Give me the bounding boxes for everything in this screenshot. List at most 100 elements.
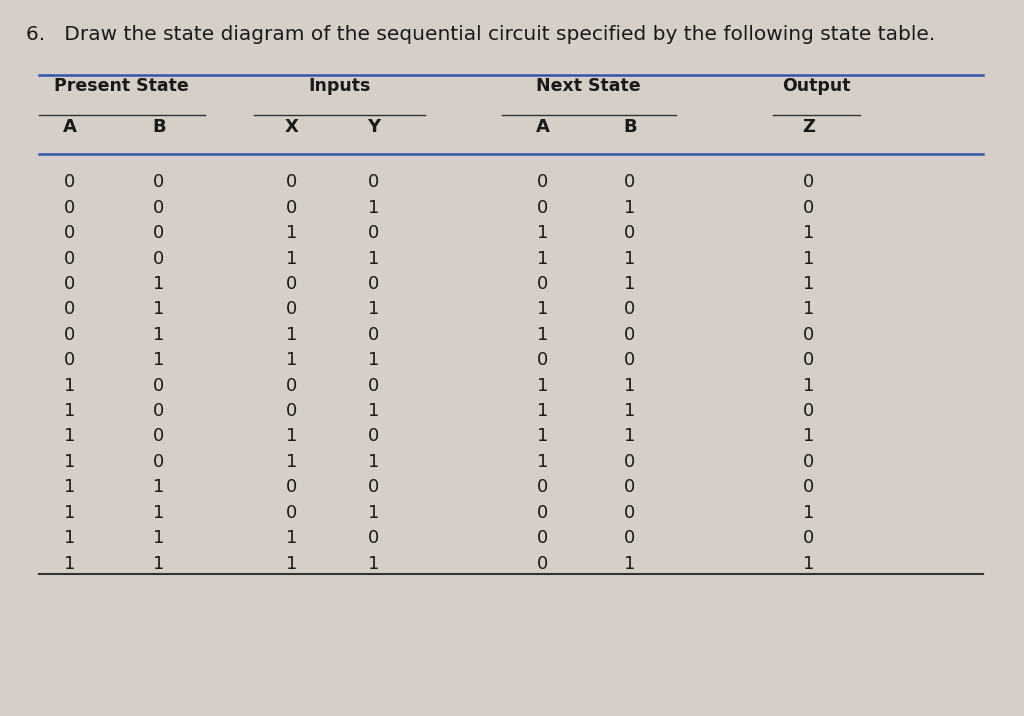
Text: 1: 1 xyxy=(368,504,380,522)
Text: 0: 0 xyxy=(65,173,75,191)
Text: 1: 1 xyxy=(286,453,298,471)
Text: 6.   Draw the state diagram of the sequential circuit specified by the following: 6. Draw the state diagram of the sequent… xyxy=(26,25,935,44)
Text: 1: 1 xyxy=(153,326,165,344)
Text: 1: 1 xyxy=(286,326,298,344)
Text: 0: 0 xyxy=(538,351,548,369)
Text: A: A xyxy=(536,118,550,136)
Text: 0: 0 xyxy=(625,529,635,547)
Text: 0: 0 xyxy=(804,173,814,191)
Text: 0: 0 xyxy=(625,224,635,242)
Text: Y: Y xyxy=(368,118,380,136)
Text: 1: 1 xyxy=(537,224,549,242)
Text: 0: 0 xyxy=(369,427,379,445)
Text: 1: 1 xyxy=(153,351,165,369)
Text: 0: 0 xyxy=(804,529,814,547)
Text: 1: 1 xyxy=(537,377,549,395)
Text: Output: Output xyxy=(782,77,851,95)
Text: 0: 0 xyxy=(369,173,379,191)
Text: 1: 1 xyxy=(63,453,76,471)
Text: Inputs: Inputs xyxy=(308,77,371,95)
Text: 1: 1 xyxy=(803,301,815,319)
Text: 0: 0 xyxy=(538,504,548,522)
Text: 0: 0 xyxy=(369,326,379,344)
Text: 0: 0 xyxy=(287,504,297,522)
Text: Z: Z xyxy=(803,118,815,136)
Text: 1: 1 xyxy=(803,224,815,242)
Text: 1: 1 xyxy=(63,504,76,522)
Text: 0: 0 xyxy=(625,326,635,344)
Text: 0: 0 xyxy=(287,198,297,217)
Text: 1: 1 xyxy=(153,529,165,547)
Text: 1: 1 xyxy=(153,504,165,522)
Text: 1: 1 xyxy=(286,351,298,369)
Text: 0: 0 xyxy=(625,478,635,496)
Text: 0: 0 xyxy=(804,326,814,344)
Text: 0: 0 xyxy=(65,301,75,319)
Text: 1: 1 xyxy=(63,529,76,547)
Text: 0: 0 xyxy=(625,173,635,191)
Text: 1: 1 xyxy=(368,554,380,573)
Text: 1: 1 xyxy=(286,427,298,445)
Text: 1: 1 xyxy=(368,402,380,420)
Text: 1: 1 xyxy=(624,250,636,268)
Text: 1: 1 xyxy=(803,275,815,293)
Text: 0: 0 xyxy=(369,275,379,293)
Text: 1: 1 xyxy=(63,478,76,496)
Text: 0: 0 xyxy=(538,173,548,191)
Text: 1: 1 xyxy=(537,326,549,344)
Text: 0: 0 xyxy=(154,224,164,242)
Text: 0: 0 xyxy=(287,173,297,191)
Text: 1: 1 xyxy=(803,250,815,268)
Text: 1: 1 xyxy=(153,554,165,573)
Text: 1: 1 xyxy=(63,554,76,573)
Text: Present State: Present State xyxy=(54,77,189,95)
Text: 1: 1 xyxy=(368,453,380,471)
Text: 1: 1 xyxy=(624,402,636,420)
Text: 0: 0 xyxy=(154,377,164,395)
Text: A: A xyxy=(62,118,77,136)
Text: 0: 0 xyxy=(804,402,814,420)
Text: 1: 1 xyxy=(63,402,76,420)
Text: 0: 0 xyxy=(154,453,164,471)
Text: 0: 0 xyxy=(65,351,75,369)
Text: 0: 0 xyxy=(287,275,297,293)
Text: 1: 1 xyxy=(803,427,815,445)
Text: 1: 1 xyxy=(286,224,298,242)
Text: 0: 0 xyxy=(625,351,635,369)
Text: 0: 0 xyxy=(625,301,635,319)
Text: 0: 0 xyxy=(369,377,379,395)
Text: 0: 0 xyxy=(154,402,164,420)
Text: 1: 1 xyxy=(624,198,636,217)
Text: 1: 1 xyxy=(286,250,298,268)
Text: 0: 0 xyxy=(65,250,75,268)
Text: 1: 1 xyxy=(803,554,815,573)
Text: X: X xyxy=(285,118,299,136)
Text: 0: 0 xyxy=(154,427,164,445)
Text: 0: 0 xyxy=(538,554,548,573)
Text: B: B xyxy=(152,118,166,136)
Text: 0: 0 xyxy=(538,478,548,496)
Text: 1: 1 xyxy=(537,250,549,268)
Text: 0: 0 xyxy=(538,198,548,217)
Text: 1: 1 xyxy=(63,427,76,445)
Text: 1: 1 xyxy=(624,275,636,293)
Text: 0: 0 xyxy=(287,377,297,395)
Text: Next State: Next State xyxy=(537,77,641,95)
Text: 0: 0 xyxy=(804,198,814,217)
Text: 1: 1 xyxy=(537,402,549,420)
Text: 0: 0 xyxy=(287,402,297,420)
Text: 1: 1 xyxy=(803,504,815,522)
Text: 0: 0 xyxy=(65,326,75,344)
Text: 0: 0 xyxy=(625,504,635,522)
Text: 1: 1 xyxy=(63,377,76,395)
Text: 0: 0 xyxy=(65,224,75,242)
Text: 0: 0 xyxy=(287,301,297,319)
Text: 0: 0 xyxy=(287,478,297,496)
Text: 0: 0 xyxy=(369,529,379,547)
Text: 1: 1 xyxy=(368,198,380,217)
Text: 1: 1 xyxy=(537,301,549,319)
Text: 1: 1 xyxy=(803,377,815,395)
Text: 0: 0 xyxy=(625,453,635,471)
Text: 0: 0 xyxy=(154,173,164,191)
Text: 1: 1 xyxy=(537,427,549,445)
